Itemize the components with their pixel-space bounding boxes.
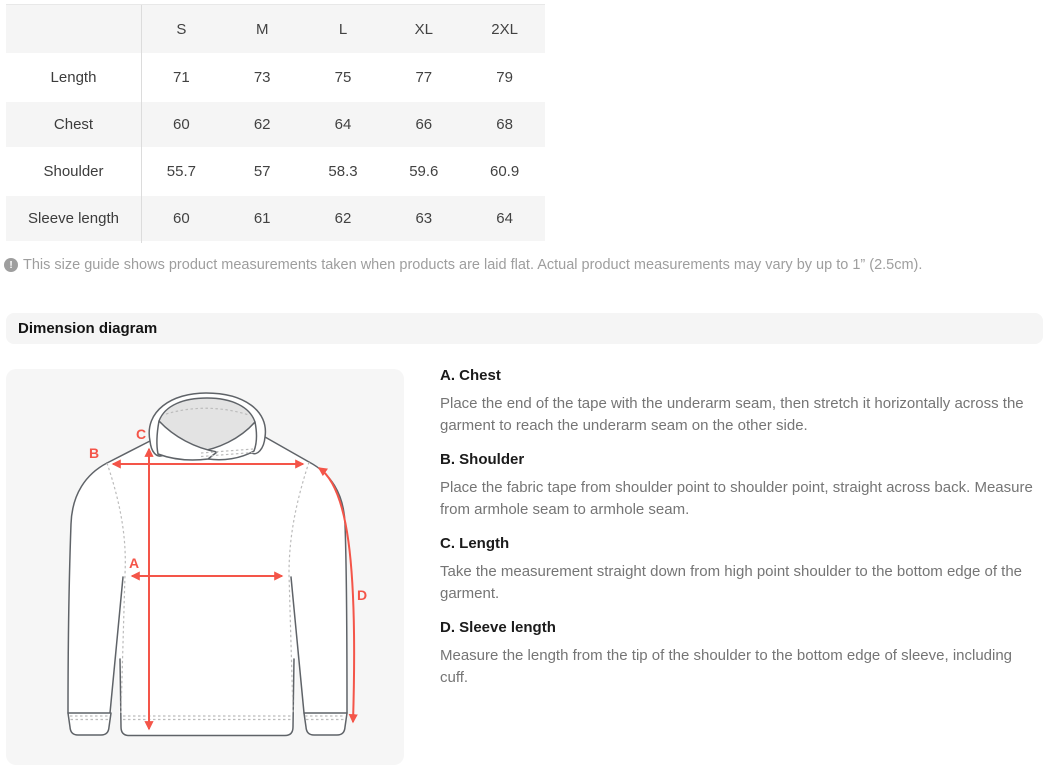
corner-cell (6, 5, 141, 53)
size-note: This size guide shows product measuremen… (4, 257, 1044, 274)
table-cell: 64 (496, 210, 513, 227)
col-header-xl: XL (414, 20, 433, 38)
table-cell: 62 (253, 116, 271, 133)
label-b: B (89, 445, 99, 461)
left-armhole-seam (106, 462, 126, 714)
arrow-sleeve-length (317, 467, 358, 724)
label-d: D (357, 587, 367, 603)
dimension-diagram-card: B C A D (6, 369, 404, 765)
table-row: Sleeve length 60 61 62 63 64 (6, 196, 545, 241)
col-header-m: M (255, 20, 269, 38)
table-cell: 58.3 (328, 163, 358, 180)
row-label: Length (50, 69, 97, 86)
row-label: Sleeve length (28, 210, 119, 227)
instruction-body: Place the fabric tape from shoulder poin… (440, 479, 1033, 518)
info-icon (4, 258, 18, 272)
instruction-heading: B. Shoulder (440, 451, 525, 468)
instruction-list: A. Chest Place the end of the tape with … (440, 366, 1036, 702)
table-cell: 64 (334, 116, 352, 133)
left-shoulder-seam (106, 440, 151, 464)
size-note-text: This size guide shows product measuremen… (23, 257, 923, 273)
table-cell: 75 (334, 69, 352, 86)
row-label: Shoulder (43, 163, 104, 180)
hem-outline (119, 658, 295, 737)
table-row: Chest 60 62 64 66 68 (6, 102, 545, 147)
col-header-s: S (176, 20, 187, 38)
instruction-heading: A. Chest (440, 367, 501, 384)
section-title: Dimension diagram (18, 320, 158, 337)
label-a: A (129, 555, 139, 571)
right-shoulder-seam (264, 436, 310, 463)
table-row: Shoulder 55.7 57 58.3 59.6 60.9 (6, 149, 545, 194)
left-sleeve-inner-edge (109, 576, 124, 714)
table-cell: 73 (253, 69, 271, 86)
right-sleeve-inner-edge (290, 576, 305, 714)
instruction-heading: D. Sleeve length (440, 619, 556, 636)
table-cell: 60 (173, 210, 190, 227)
instruction-heading: C. Length (440, 535, 510, 552)
table-cell: 62 (334, 210, 352, 227)
table-row: Length 71 73 75 77 79 (6, 55, 545, 100)
instruction-sleeve-length: D. Sleeve length Measure the length from… (440, 618, 1036, 689)
hood-rim-stitch (165, 407, 250, 416)
table-cell: 57 (253, 163, 271, 180)
row-label: Chest (53, 116, 94, 133)
instruction-length: C. Length Take the measurement straight … (440, 534, 1036, 605)
left-sleeve (68, 463, 123, 713)
table-cell: 63 (415, 210, 433, 227)
table-cell: 55.7 (166, 163, 196, 180)
table-cell: 79 (496, 69, 513, 86)
hood-flap-stitch (200, 451, 254, 458)
table-cell: 71 (173, 69, 190, 86)
table-cell: 77 (415, 69, 433, 86)
right-armhole-seam (288, 461, 310, 714)
left-cuff (67, 712, 112, 736)
table-cell: 68 (496, 116, 513, 133)
size-table: S M L XL 2XL Length 71 73 75 77 79 Chest… (6, 4, 545, 243)
hoodie-diagram: B C A D (67, 392, 367, 737)
instruction-shoulder: B. Shoulder Place the fabric tape from s… (440, 450, 1036, 521)
instruction-body: Place the end of the tape with the under… (440, 395, 1024, 434)
table-cell: 59.6 (409, 163, 439, 180)
table-cell: 66 (415, 116, 433, 133)
section-header: Dimension diagram (6, 313, 1043, 344)
table-column-divider (141, 5, 142, 243)
left-sleeve-outer-edge (67, 462, 108, 714)
table-cell: 61 (253, 210, 271, 227)
instruction-body: Measure the length from the tip of the s… (440, 647, 1013, 686)
hood-flap-stitch (200, 448, 254, 454)
table-cell: 60 (173, 116, 190, 133)
col-header-l: L (338, 20, 348, 38)
instruction-chest: A. Chest Place the end of the tape with … (440, 366, 1036, 437)
hoodie-body (107, 437, 309, 736)
table-header-row: S M L XL 2XL (6, 5, 545, 53)
instruction-body: Take the measurement straight down from … (440, 563, 1023, 602)
col-header-2xl: 2XL (491, 20, 518, 38)
table-cell: 60.9 (489, 163, 520, 180)
label-c: C (136, 426, 146, 442)
